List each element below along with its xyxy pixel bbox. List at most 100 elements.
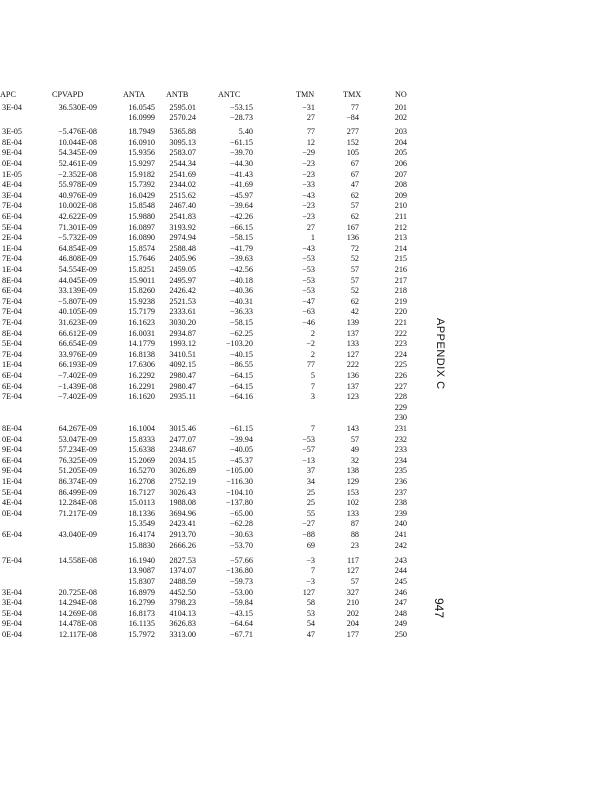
- cell-antb: 2980.47: [169, 381, 196, 391]
- cell-antc: −39.64: [229, 201, 253, 211]
- cell-tmx: 72: [350, 243, 359, 253]
- cell-anta: 15.9238: [128, 296, 155, 306]
- column-header-antb: ANTB: [166, 90, 189, 99]
- cell-antb: 3015.46: [169, 424, 196, 433]
- cell-cpvapd: 33.139E-09: [58, 286, 97, 296]
- cell-apc: 3E-05: [1, 127, 22, 137]
- cell-no: 214: [394, 243, 407, 253]
- cell-tmn: 12: [306, 137, 315, 147]
- cell-no: 209: [394, 190, 407, 200]
- cell-tmn: −53: [302, 254, 315, 264]
- cell-anta: 16.0910: [128, 137, 155, 147]
- cell-antc: 5.40: [238, 127, 253, 137]
- cell-anta: 16.1623: [128, 318, 155, 327]
- cell-tmx: 49: [350, 445, 359, 455]
- cell-tmn: 7: [310, 424, 315, 433]
- cell-tmx: 123: [346, 392, 359, 402]
- cell-tmn: −23: [302, 159, 315, 168]
- cell-antc: −45.37: [229, 455, 253, 465]
- cell-antc: −41.69: [229, 180, 253, 190]
- cell-tmn: −3: [306, 576, 315, 586]
- cell-cpvapd: 53.047E-09: [58, 434, 97, 444]
- cell-apc: 1E-04: [1, 360, 22, 370]
- cell-cpvapd: 55.978E-09: [58, 180, 97, 190]
- cell-no: 231: [394, 424, 407, 433]
- cell-cpvapd: 10.002E-08: [58, 201, 97, 211]
- cell-anta: 15.7972: [128, 629, 155, 639]
- cell-antc: −64.15: [229, 371, 253, 380]
- cell-cpvapd: 10.044E-08: [58, 137, 97, 147]
- cell-antb: 3026.89: [169, 466, 196, 476]
- cell-apc: 3E-04: [1, 102, 22, 112]
- cell-antc: −65.00: [229, 508, 253, 518]
- cell-antc: −64.16: [229, 392, 253, 402]
- cell-no: 207: [394, 169, 407, 179]
- cell-cpvapd: 40.105E-09: [58, 307, 97, 317]
- cell-antc: −105.00: [225, 466, 253, 476]
- cell-antb: 4092.15: [169, 360, 196, 370]
- cell-tmx: 42: [350, 307, 359, 317]
- cell-no: 227: [394, 381, 407, 391]
- cell-apc: 5E-04: [1, 222, 22, 232]
- cell-antc: −116.30: [226, 477, 253, 486]
- cell-tmx: 222: [346, 360, 359, 370]
- cell-antc: −62.28: [229, 519, 253, 529]
- cell-tmn: −46: [302, 318, 315, 327]
- cell-apc: 6E-04: [1, 212, 22, 221]
- cell-antb: 2515.62: [169, 190, 196, 200]
- cell-anta: 16.0429: [128, 190, 155, 200]
- cell-cpvapd: 51.205E-09: [58, 466, 97, 476]
- cell-apc: 9E-04: [1, 148, 22, 158]
- cell-antc: −103.20: [225, 339, 253, 349]
- cell-apc: 8E-04: [1, 328, 22, 338]
- cell-antb: 2495.97: [169, 275, 196, 285]
- cell-cpvapd: 64.267E-09: [58, 424, 97, 433]
- cell-apc: 1E-04: [1, 243, 22, 253]
- cell-tmx: 57: [350, 275, 359, 285]
- cell-no: 236: [394, 477, 407, 486]
- cell-antb: 2477.07: [169, 434, 196, 444]
- cell-cpvapd: 86.374E-09: [58, 477, 97, 486]
- cell-antb: 2935.11: [169, 392, 196, 402]
- cell-apc: 7E-04: [1, 349, 22, 359]
- cell-antc: −42.56: [229, 265, 253, 274]
- cell-apc: 9E-04: [1, 466, 22, 476]
- cell-tmn: 34: [306, 477, 315, 486]
- cell-antc: −53.00: [229, 587, 253, 597]
- cell-no: 220: [394, 307, 407, 317]
- cell-tmx: 133: [346, 508, 359, 518]
- cell-antb: 3313.00: [169, 629, 196, 639]
- cell-tmx: 47: [350, 180, 359, 190]
- cell-tmx: 32: [350, 455, 359, 465]
- cell-no: 224: [394, 349, 407, 359]
- cell-no: 211: [395, 212, 407, 221]
- cell-no: 242: [394, 540, 407, 550]
- cell-antc: −58.15: [229, 318, 253, 327]
- cell-anta: 16.0031: [128, 328, 155, 338]
- appendix-label: APPENDIX C: [434, 318, 446, 390]
- cell-apc: 6E-04: [1, 530, 22, 539]
- cell-tmn: 55: [306, 508, 315, 518]
- cell-no: 222: [394, 328, 407, 338]
- cell-apc: 8E-04: [1, 424, 22, 433]
- cell-no: 210: [394, 201, 407, 211]
- cell-tmx: 57: [350, 201, 359, 211]
- cell-antb: 2666.26: [169, 540, 196, 550]
- cell-apc: 7E-04: [1, 392, 22, 402]
- cell-tmn: 2: [310, 328, 315, 338]
- cell-antb: 3095.13: [169, 137, 196, 147]
- cell-apc: 6E-04: [1, 381, 22, 391]
- cell-apc: 0E-04: [1, 629, 22, 639]
- cell-antc: −58.15: [229, 233, 253, 243]
- cell-tmn: −53: [302, 265, 315, 274]
- cell-antc: −67.71: [229, 629, 253, 639]
- cell-antb: 2521.53: [169, 296, 196, 306]
- cell-tmn: −29: [302, 148, 315, 158]
- cell-tmx: 143: [346, 424, 359, 433]
- cell-antb: 2405.96: [169, 254, 196, 264]
- cell-anta: 16.2708: [128, 477, 155, 486]
- cell-tmn: 53: [306, 608, 315, 618]
- cell-cpvapd: −5.732E-09: [58, 233, 97, 243]
- cell-tmx: 57: [350, 434, 359, 444]
- column-header-cpvapd: CPVAPD: [52, 90, 84, 99]
